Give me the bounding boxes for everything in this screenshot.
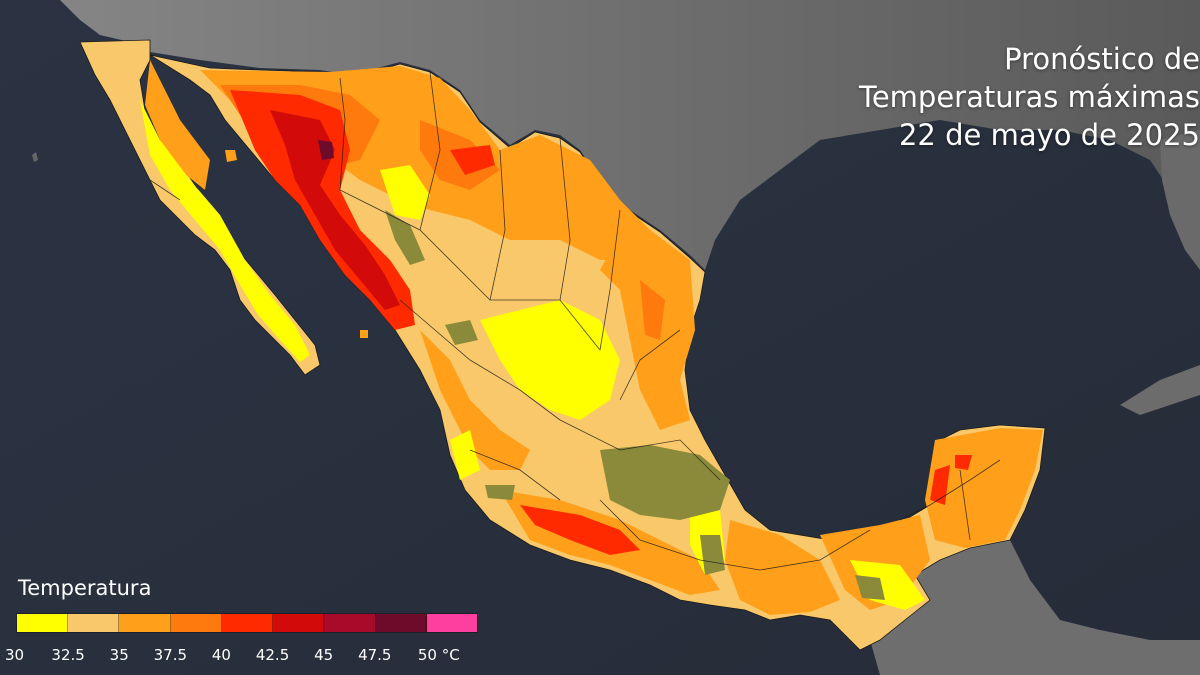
legend-swatch [68,614,120,632]
zone-yellow-central [480,300,620,420]
island-tiburon [225,150,237,162]
legend-color-bar [17,614,477,632]
united-states-land [60,0,1200,270]
legend-swatch [324,614,376,632]
title-line-2: Temperaturas máximas [859,80,1200,114]
zone-hot-core [318,140,334,160]
legend-tick-label: 47.5 [358,646,392,664]
legend-tick-label: 42.5 [255,646,290,664]
map-title: Pronóstico de Temperaturas máximas 22 de… [680,40,1200,154]
temperature-zones [140,60,1043,615]
zone-olive-durango [385,210,425,265]
zone-yellow-jalisco [450,430,480,480]
zone-red-campeche [930,465,950,505]
legend-swatch [170,614,222,632]
state-borders [149,71,1001,571]
florida-land [1160,130,1200,270]
legend-swatch [273,614,325,632]
legend-swatch [426,614,477,632]
zone-darkred-sonora [270,110,400,310]
legend-swatch [221,614,274,632]
zone-red-chihuahua [450,145,495,175]
legend-tick-label: 32.5 [51,646,85,664]
legend-tick-label: 50 °C [417,646,460,664]
legend-swatch [119,614,171,632]
central-america-land [870,520,1200,675]
title-line-3: 22 de mayo de 2025 [898,118,1200,152]
zone-yellow-north-central [380,165,430,220]
zone-red-yucatan [955,455,972,470]
zone-orange-baja-south [145,60,210,190]
zone-olive-oaxaca [700,535,725,575]
zone-darkorange-tamaulipas [640,280,665,340]
legend-tick-label: 37.5 [153,646,188,664]
zone-orange-west-coast [420,330,530,470]
zone-olive-michoacan [485,485,515,500]
legend-swatch [375,614,427,632]
legend-tick-label: 40 [211,646,231,664]
legend-tick-label: 30 [5,646,25,664]
zone-orange-yucatan [925,428,1043,548]
legend-title: Temperatura [18,576,152,600]
title-line-1: Pronóstico de [1004,42,1200,76]
island-guadalupe [32,152,38,162]
legend-tick-label: 35 [109,646,129,664]
zone-orange-oaxaca [725,520,840,615]
legend-swatch [17,614,69,632]
zone-red-guerrero [520,505,640,555]
zone-olive-zacatecas [445,320,478,345]
zone-olive-central-highlands [600,445,730,520]
cuba-land [1120,365,1200,415]
island-tres-marias [360,330,368,338]
zone-yellow-baja [140,100,310,362]
zone-olive-chiapas [855,575,885,600]
legend-tick-label: 45 [314,646,334,664]
legend-ticks: 30 32.5 35 37.5 40 42.5 45 47.5 50 °C [0,646,520,666]
